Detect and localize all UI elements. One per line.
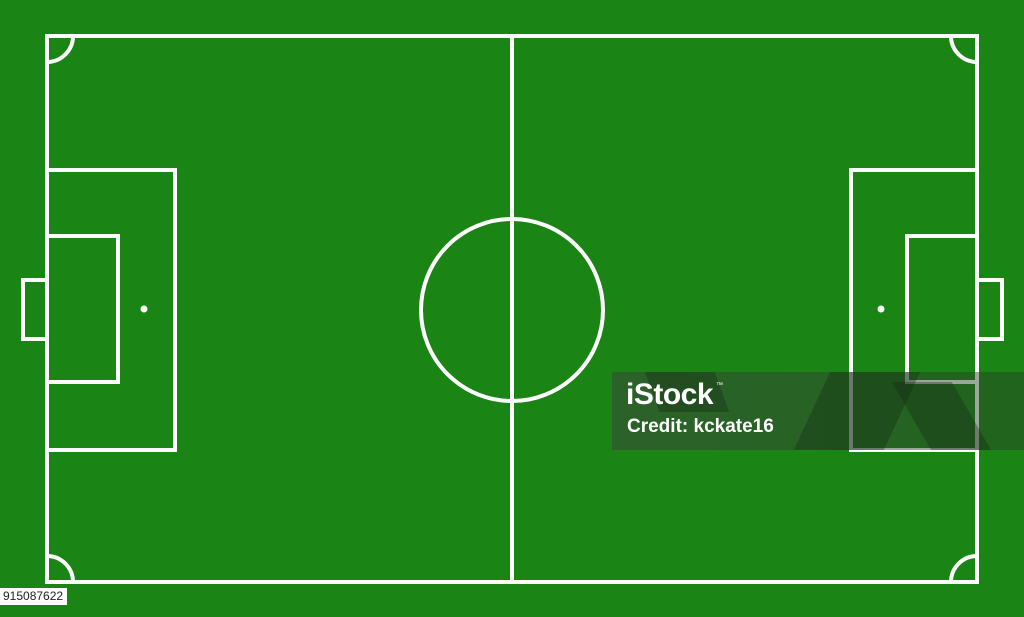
corner-arc-top-right <box>949 35 978 64</box>
corner-arc-top-left <box>46 35 75 64</box>
corner-arc-bottom-right <box>949 554 978 583</box>
left-goal <box>21 278 49 341</box>
corner-arc-bottom-left <box>46 554 75 583</box>
watermark-banner: iStock ™ Credit: kckate16 <box>612 372 1024 450</box>
trademark-symbol: ™ <box>716 382 723 389</box>
center-circle <box>419 217 605 403</box>
left-penalty-spot <box>140 305 148 313</box>
right-goal <box>975 278 1004 341</box>
image-id-label: 915087622 <box>0 588 68 605</box>
istock-logo: iStock <box>626 378 714 411</box>
right-penalty-spot <box>877 305 885 313</box>
credit-text: Credit: kckate16 <box>627 416 774 437</box>
